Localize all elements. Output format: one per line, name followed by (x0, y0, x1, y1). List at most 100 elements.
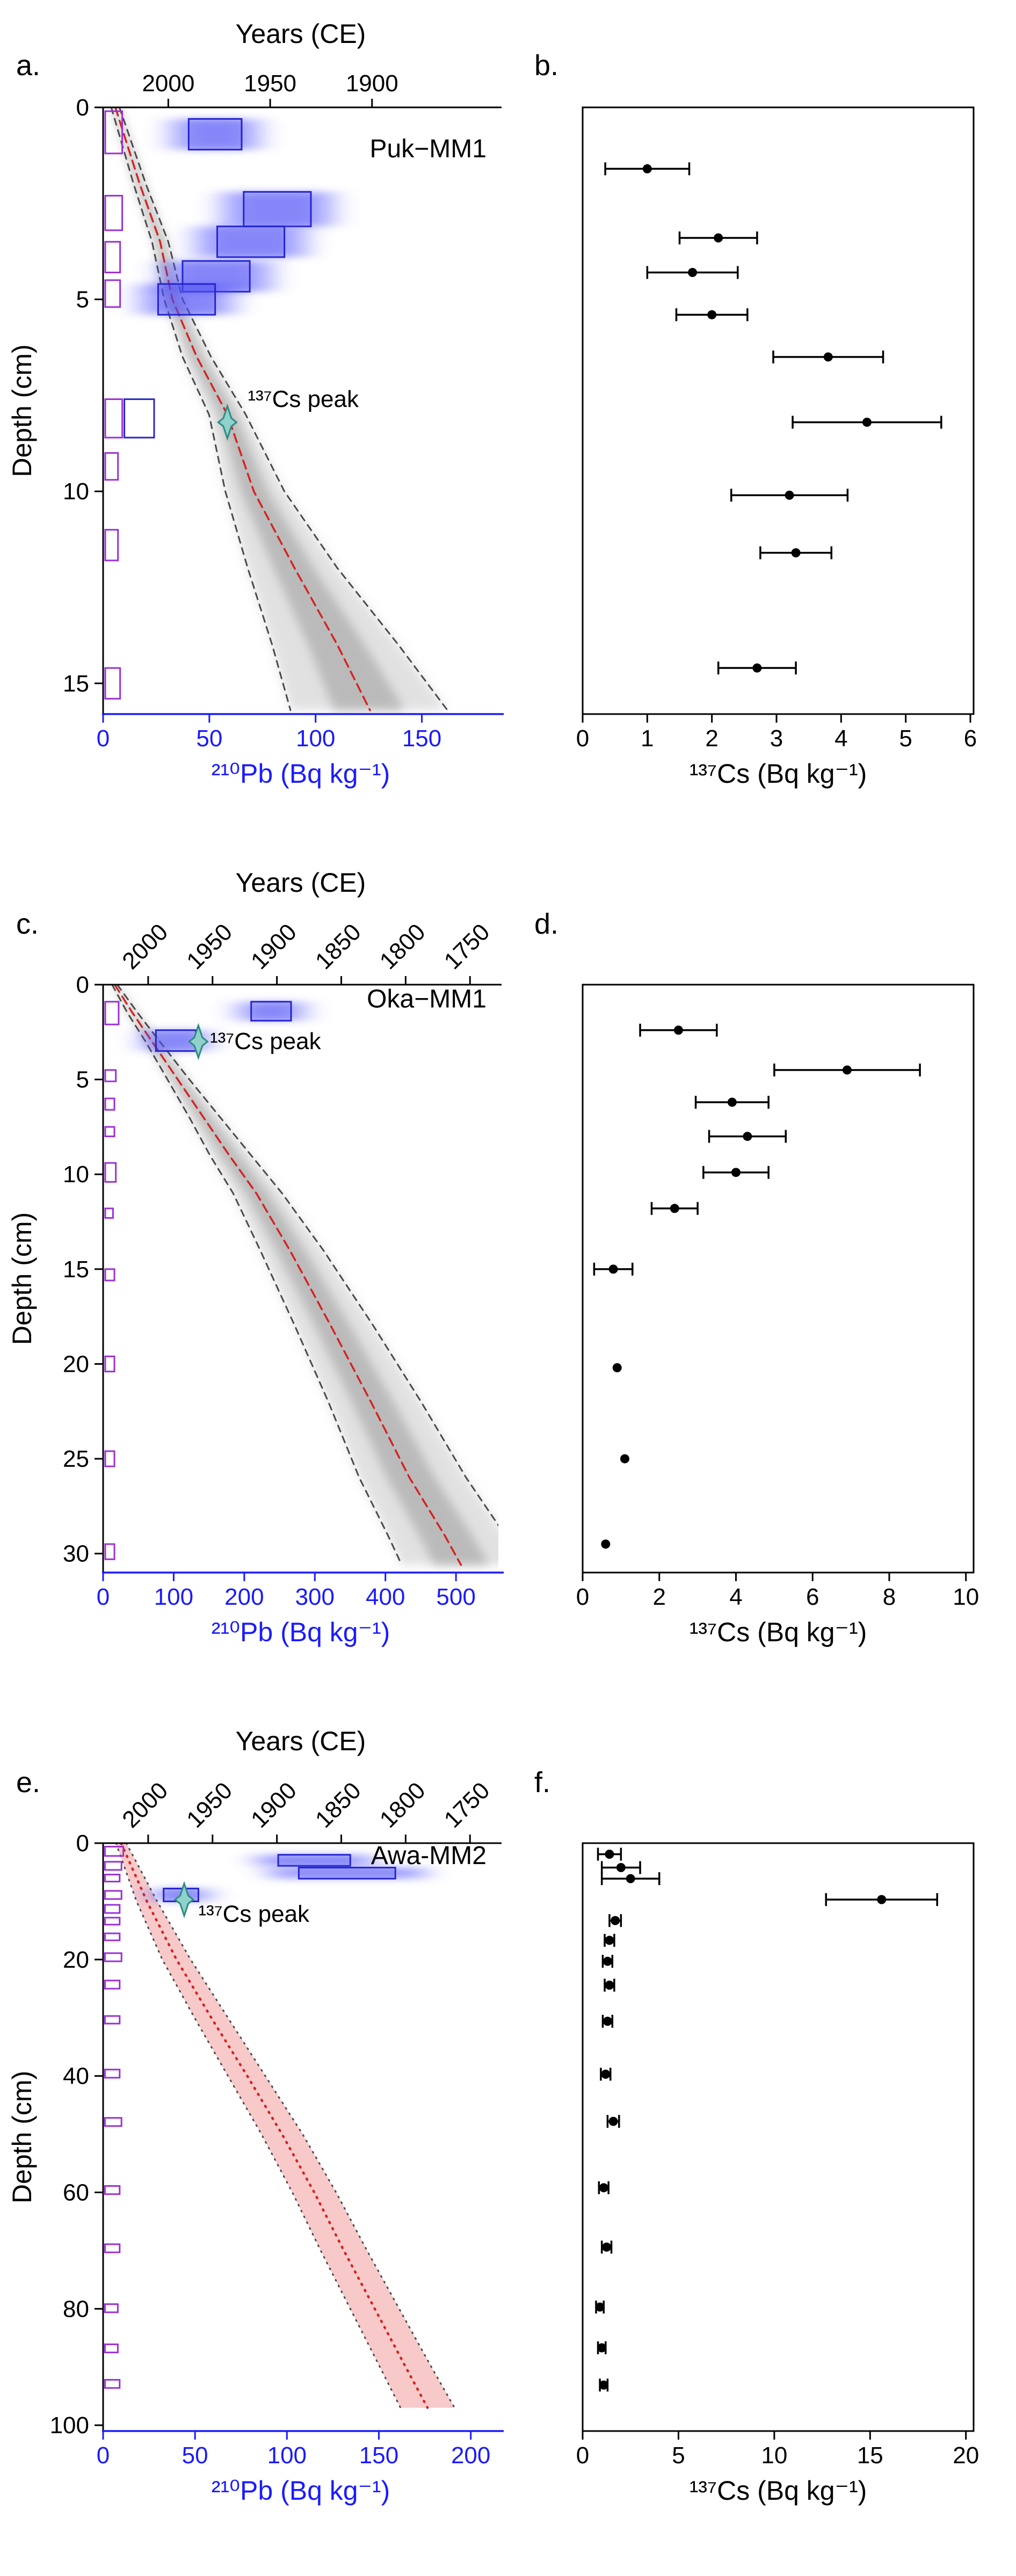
age-constraint-glow (256, 1854, 372, 1866)
cs137-tick-label: 3 (770, 725, 783, 752)
pb210-sample-box (104, 1207, 114, 1219)
pb210-sample-box (104, 1162, 117, 1183)
cs137-data-point (599, 2380, 608, 2390)
age-constraint-box (157, 283, 216, 316)
year-tick-label: 1900 (246, 919, 302, 974)
year-tick-label: 1900 (346, 70, 398, 97)
pb210-tick-label: 50 (182, 2442, 208, 2469)
cs137-data-point (688, 268, 698, 278)
pb210-tick-label: 150 (402, 725, 441, 752)
depth-axis: 0 20 40 60 80 100 Depth (cm) (7, 1830, 104, 2439)
depth-axis: 0 5 10 15 Depth (cm) (7, 94, 104, 714)
depth-tick-label: 30 (63, 1541, 89, 1567)
cs137-data-point (727, 1097, 737, 1107)
age-constraint-glow (141, 283, 233, 315)
cs137-tick-label: 20 (953, 2442, 979, 2469)
ci-younger-line (111, 985, 403, 1566)
cs137-data-point (601, 2069, 611, 2079)
cs137-chart-b: 0 1 2 3 4 5 6 ¹³⁷Cs (Bq kg⁻¹) (576, 106, 977, 789)
year-tick-label: 2000 (117, 1777, 173, 1833)
pb210-sample-box (104, 1097, 115, 1111)
cs137-data-point (605, 1850, 614, 1859)
year-tick-label: 2000 (142, 70, 194, 97)
cs137-data-point (605, 1935, 614, 1945)
core-title: Puk−MM1 (370, 135, 487, 163)
pb210-sample-box (104, 1980, 121, 1990)
cs137-data-point (670, 1204, 679, 1213)
figure-row-3: e. ¹³⁷Cs peak Awa-MM2 2000 1950 1900 1850 1800… (0, 1717, 1016, 2575)
panel-c-age-depth-oka: c. ¹³⁷Cs peak Oka−MM1 2000 1950 1900 1850 1800… (0, 858, 529, 1717)
pb210-sample-box (104, 1890, 122, 1900)
cs137-data-point (673, 1025, 683, 1035)
year-tick-label: 1900 (246, 1777, 302, 1833)
cs137-tick-label: 5 (899, 725, 912, 752)
cs137-tick-label: 2 (705, 725, 718, 752)
pb210-tick-label: 400 (366, 1584, 405, 1610)
panel-label-a: a. (16, 49, 41, 82)
depth-tick-label: 100 (50, 2412, 89, 2439)
pb210-sample-box (104, 2185, 121, 2195)
age-depth-chart-a: ¹³⁷Cs peak Puk−MM1 2000 1950 1900 Years (CE) 0… (7, 19, 504, 789)
pb210-sample-box (104, 667, 121, 700)
cs137-data-point (597, 2343, 607, 2353)
age-constraint-glow (223, 192, 331, 227)
depth-tick-label: 15 (63, 671, 89, 697)
depth-tick-label: 0 (76, 94, 89, 121)
figure-row-1: a. ¹³⁷Cs peak Puk−MM1 2000 1950 1900 Years (C… (0, 0, 1016, 858)
cs137-data-point (707, 310, 717, 319)
ci-younger-line (110, 107, 292, 711)
pb210-sample-box (104, 194, 124, 231)
depth-tick-label: 0 (76, 1830, 89, 1857)
years-axis-title: Years (CE) (236, 1726, 366, 1756)
cs137-data-point (743, 1132, 752, 1141)
age-constraint-glow (172, 119, 258, 150)
cs137-axis-title: ¹³⁷Cs (Bq kg⁻¹) (690, 2476, 867, 2506)
pb210-tick-label: 150 (359, 2442, 398, 2469)
pb210-sample-box (104, 2117, 122, 2127)
cs137-data-point (605, 1981, 614, 1990)
model-uncertainty-core (113, 985, 490, 1565)
depth-tick-label: 5 (76, 287, 89, 313)
cs137-peak-label: ¹³⁷Cs peak (248, 386, 359, 412)
pb210-axis: 0 50 100 150 200 ²¹⁰Pb (Bq kg⁻¹) (97, 2430, 504, 2506)
pb210-sample-box (104, 2343, 119, 2354)
median-age-line (113, 985, 462, 1566)
panel-a-age-depth-puk: a. ¹³⁷Cs peak Puk−MM1 2000 1950 1900 Years (C… (0, 0, 529, 858)
depth-tick-label: 15 (63, 1256, 89, 1283)
pb210-sample-box (104, 1543, 115, 1560)
cs137-tick-label: 0 (576, 1584, 589, 1610)
pb210-tick-label: 0 (97, 1584, 110, 1610)
pb210-sample-box (104, 2303, 119, 2313)
cs137-data-point (611, 1916, 620, 1925)
cs137-axis: 0 2 4 6 8 10 ¹³⁷Cs (Bq kg⁻¹) (576, 1573, 979, 1647)
panel-label-d: d. (534, 908, 559, 940)
depth-tick-label: 80 (63, 2296, 89, 2322)
age-constraint-box (155, 1029, 197, 1052)
age-constraint-box (250, 1001, 292, 1022)
pb210-axis-title: ²¹⁰Pb (Bq kg⁻¹) (212, 1617, 390, 1647)
cs137-peak-label: ¹³⁷Cs peak (210, 1028, 322, 1054)
pb210-tick-label: 300 (295, 1584, 335, 1610)
pb210-tick-label: 50 (196, 725, 222, 752)
pb210-sample-box (104, 2069, 121, 2079)
pb210-tick-label: 500 (436, 1584, 475, 1610)
cs137-data-point (823, 352, 833, 362)
pb210-tick-label: 100 (154, 1584, 193, 1610)
year-tick-label: 2000 (117, 919, 173, 974)
age-constraint-box (277, 1854, 351, 1867)
cs137-tick-label: 4 (834, 725, 847, 752)
year-tick-label: 1800 (375, 1777, 431, 1833)
cs137-peak-label: ¹³⁷Cs peak (198, 1901, 310, 1927)
year-tick-label: 1750 (439, 1777, 495, 1833)
ci-older-line (125, 1843, 455, 2409)
age-constraint-box (216, 225, 286, 258)
depth-axis: 0 5 10 15 20 25 30 Depth (cm) (7, 972, 104, 1573)
cs137-data-point (608, 1264, 618, 1274)
cs137-data-point (642, 164, 652, 173)
cs137-tick-label: 10 (761, 2442, 787, 2469)
pb210-sample-box (104, 1874, 121, 1883)
cs137-data-point (602, 2242, 612, 2252)
panel-f-cs137-awa: f. 0 5 10 15 20 ¹³⁷Cs (Bq kg⁻¹) (529, 1717, 1016, 2575)
pb210-sample-box-blue (124, 398, 155, 439)
